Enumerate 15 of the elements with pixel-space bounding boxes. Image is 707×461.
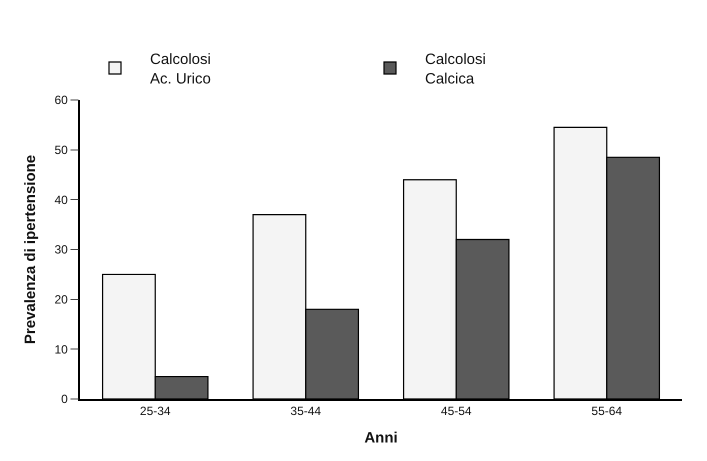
x-tick-label: 25-34 (140, 404, 171, 418)
legend-label: Calcolosi Calcica (425, 51, 486, 88)
x-axis-title: Anni (364, 430, 398, 447)
x-tick-label: 45-54 (440, 404, 472, 418)
y-tick-label: 50 (54, 143, 68, 158)
x-tick-label: 35-44 (290, 404, 322, 418)
y-axis-title: Prevalenza di ipertensione (22, 154, 40, 344)
y-tick-label: 30 (54, 242, 68, 257)
y-tick-label: 60 (54, 93, 68, 108)
y-tick-label: 40 (54, 192, 68, 207)
y-tick-label: 20 (54, 292, 68, 307)
legend-label: Calcolosi Ac. Urico (150, 51, 211, 88)
y-tick-label: 10 (54, 342, 68, 356)
x-tick-label: 55-64 (591, 404, 622, 418)
y-tick-label: 0 (61, 392, 68, 406)
